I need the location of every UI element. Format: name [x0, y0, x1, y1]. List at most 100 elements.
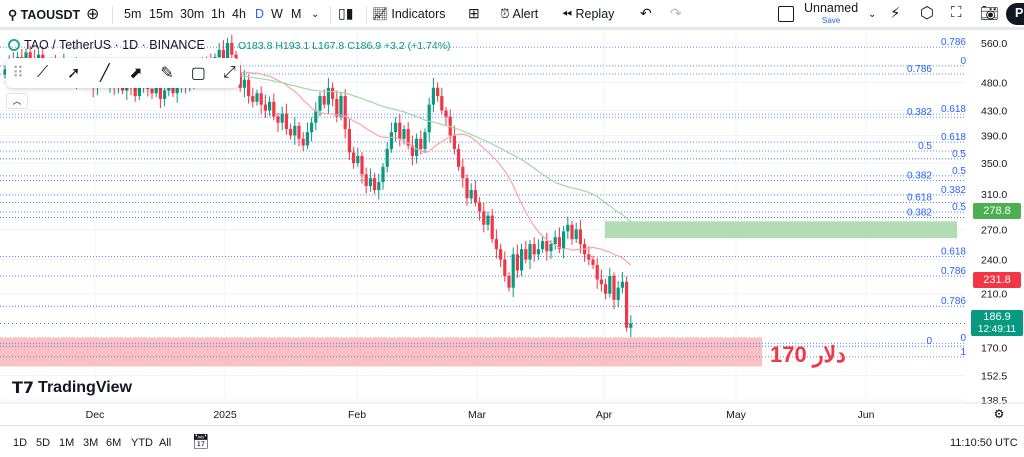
layout-checkbox[interactable] — [778, 6, 794, 22]
candle-body — [461, 166, 465, 179]
alarm-icon: ⏰︎ — [500, 7, 513, 21]
candle-body — [263, 104, 267, 111]
range-ytd[interactable]: YTD — [131, 437, 153, 449]
candle-body — [150, 88, 154, 94]
redo-icon[interactable]: ↷ — [670, 5, 682, 21]
candles-icon[interactable]: ▯▮ — [338, 5, 354, 21]
tv-logo-icon: 𝗧𝟳 — [12, 380, 35, 397]
quick-search-icon[interactable]: ⚡︎ — [890, 5, 901, 22]
candle-body — [486, 215, 490, 225]
symbol-search[interactable]: ⚲ TAOUSDT — [8, 7, 80, 22]
price-tick: 210.0 — [981, 289, 1007, 301]
price-tick: 310.0 — [981, 189, 1007, 201]
chevron-down-icon[interactable]: ⌄ — [311, 9, 320, 20]
add-symbol-icon[interactable]: ⊕ — [86, 6, 100, 23]
candle-body — [217, 49, 221, 58]
interval-4h[interactable]: 4h — [232, 7, 246, 21]
candle-body — [427, 104, 431, 133]
cursor-icon[interactable]: ➚ — [67, 65, 81, 82]
chevron-down-icon[interactable]: ⌄ — [868, 9, 877, 20]
candle-body — [478, 202, 482, 212]
range-all[interactable]: All — [159, 437, 172, 449]
publish-button[interactable]: P — [1006, 3, 1024, 25]
replay-button[interactable]: ⏪︎ Replay — [562, 7, 614, 22]
price-tick: 350.0 — [981, 158, 1007, 170]
range-5d[interactable]: 5D — [36, 437, 51, 449]
calendar-icon[interactable]: 📅︎ — [192, 433, 210, 449]
candle-body — [587, 254, 591, 260]
candle-body — [284, 113, 288, 130]
candle-body — [272, 101, 276, 117]
candle-body — [616, 287, 620, 300]
brush-icon[interactable]: ✎ — [160, 65, 174, 82]
layout-name[interactable]: Unnamed Save — [804, 2, 858, 26]
high-value: H193.1 — [275, 40, 310, 52]
candle-body — [553, 237, 557, 245]
clock[interactable]: 11:10:50 UTC — [950, 437, 1018, 449]
candle-body — [242, 79, 246, 88]
indicators-button[interactable]: 📈︎ Indicators — [372, 7, 446, 22]
candle-body — [360, 155, 364, 175]
range-1m[interactable]: 1M — [59, 437, 75, 449]
candle-body — [431, 87, 435, 105]
candle-body — [465, 178, 469, 199]
fib-level-label: 0 — [960, 333, 966, 344]
candle-body — [335, 98, 339, 117]
candle-body — [389, 132, 393, 149]
candle-body — [595, 264, 599, 280]
rectangle-icon[interactable]: ▢ — [190, 65, 206, 82]
price-tick: 390.0 — [981, 130, 1007, 142]
path-icon[interactable]: ⤢ — [223, 64, 236, 81]
candle-body — [440, 96, 444, 111]
fullscreen-icon[interactable]: ⛶ — [951, 4, 962, 21]
settings-icon[interactable]: ⬡ — [920, 5, 934, 22]
axis-settings-icon[interactable]: ⚙ — [994, 407, 1005, 421]
trend-line-icon[interactable]: ⟋ — [36, 64, 49, 81]
arrow-icon[interactable]: ⬈ — [129, 65, 143, 82]
camera-icon[interactable]: 📷︎ — [980, 5, 1000, 22]
divider — [366, 6, 367, 24]
interval-15m[interactable]: 15m — [149, 7, 174, 21]
interval-w[interactable]: W — [271, 7, 283, 21]
candle-body — [280, 113, 284, 123]
fib-level-label: 0.5 — [952, 202, 966, 213]
rewind-icon: ⏪︎ — [562, 7, 576, 21]
fib-level-label: 0.786 — [941, 37, 966, 48]
logo-text: TradingView — [38, 379, 132, 396]
chart-legend: TAO / TetherUS · 1D · BINANCE — [8, 38, 205, 52]
undo-icon[interactable]: ↶ — [640, 5, 652, 21]
candle-body — [3, 69, 7, 75]
fib-level-label: 0.618 — [941, 246, 966, 257]
save-link[interactable]: Save — [821, 16, 841, 25]
range-1d[interactable]: 1D — [13, 437, 28, 449]
range-3m[interactable]: 3M — [83, 437, 99, 449]
candle-body — [167, 87, 171, 91]
collapse-button[interactable]: ︿ — [6, 93, 28, 109]
interval-m[interactable]: M — [291, 7, 302, 21]
support-annotation[interactable]: 170 دلار — [770, 342, 846, 367]
fib-level-label: 0.618 — [907, 193, 932, 204]
symbol-label: TAOUSDT — [20, 8, 81, 22]
candle-body — [259, 93, 263, 105]
candle-body — [494, 239, 498, 250]
alert-button[interactable]: ⏰︎ Alert — [500, 7, 538, 22]
interval-1h[interactable]: 1h — [211, 7, 225, 21]
candle-body — [301, 138, 305, 146]
open-value: O183.8 — [238, 40, 273, 52]
candle-body — [515, 254, 519, 271]
interval-30m[interactable]: 30m — [180, 7, 205, 21]
candle-body — [549, 244, 553, 252]
layouts-icon[interactable]: ⊞ — [468, 5, 480, 21]
interval-d[interactable]: D — [255, 7, 265, 21]
fib-level-label: 0 — [960, 56, 966, 67]
interval-5m[interactable]: 5m — [124, 7, 142, 21]
fib-level-label: 0.5 — [918, 141, 932, 152]
line-icon[interactable]: ╱ — [100, 65, 110, 82]
range-6m[interactable]: 6M — [106, 437, 122, 449]
candle-body — [221, 49, 225, 62]
candle-body — [326, 87, 330, 105]
candle-body — [410, 145, 414, 156]
drag-handle-icon[interactable]: ⠿ — [12, 65, 24, 82]
symbol-title[interactable]: TAO / TetherUS · 1D · BINANCE — [24, 38, 205, 52]
price-chart[interactable]: 560.0 480.0 430.0 390.0 350.0 310.0 270.0 240.0… — [0, 30, 1024, 422]
